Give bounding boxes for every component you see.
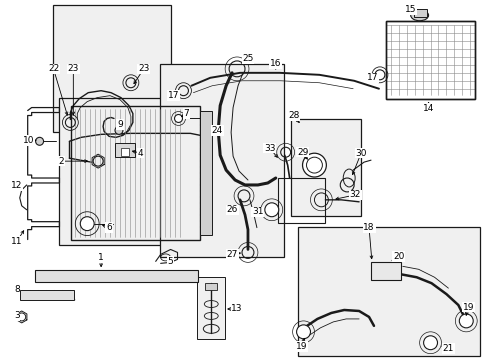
Circle shape (458, 314, 472, 328)
Text: 32: 32 (349, 190, 360, 199)
Text: 14: 14 (422, 104, 433, 113)
Text: 23: 23 (67, 64, 79, 73)
Bar (60, 98, 202, 246)
Text: 30: 30 (355, 149, 366, 158)
Text: 1: 1 (98, 253, 104, 262)
Text: 23: 23 (138, 64, 149, 73)
Bar (385, 21, 474, 99)
Bar (290, 120, 360, 216)
Circle shape (296, 325, 310, 339)
Bar (160, 64, 283, 257)
Text: 17: 17 (366, 73, 378, 82)
Bar (20, 290, 74, 300)
Circle shape (115, 126, 122, 134)
Circle shape (264, 203, 278, 217)
Text: 21: 21 (442, 344, 453, 353)
Bar (277, 178, 325, 223)
Circle shape (36, 137, 43, 145)
Text: 13: 13 (231, 305, 243, 314)
Bar (297, 227, 479, 356)
Text: 28: 28 (287, 111, 299, 120)
Text: 6: 6 (106, 223, 112, 232)
Ellipse shape (410, 10, 427, 21)
Text: 15: 15 (404, 5, 416, 14)
Bar (71, 105, 200, 239)
Text: 11: 11 (11, 237, 22, 246)
Bar (205, 283, 217, 290)
Text: 8: 8 (14, 285, 20, 294)
Text: 25: 25 (242, 54, 253, 63)
Text: 33: 33 (264, 144, 275, 153)
Text: 16: 16 (269, 59, 281, 68)
Bar (413, 9, 426, 17)
Bar (121, 148, 129, 156)
Text: 12: 12 (11, 181, 22, 190)
Text: 4: 4 (138, 149, 143, 158)
Text: 29: 29 (296, 148, 307, 157)
Text: 9: 9 (117, 120, 122, 129)
Circle shape (423, 336, 437, 350)
Text: 22: 22 (48, 64, 59, 73)
Text: 31: 31 (252, 207, 263, 216)
Circle shape (174, 114, 182, 122)
Circle shape (80, 217, 94, 231)
Text: 3: 3 (14, 311, 20, 320)
Circle shape (302, 153, 325, 177)
Text: 7: 7 (183, 109, 189, 118)
Text: 26: 26 (226, 205, 237, 214)
Bar (197, 277, 224, 339)
Bar (53, 5, 170, 132)
Text: 5: 5 (167, 257, 173, 266)
Text: 20: 20 (392, 252, 404, 261)
Circle shape (18, 313, 26, 321)
Text: 19: 19 (295, 342, 306, 351)
Text: 27: 27 (226, 250, 237, 259)
Text: 24: 24 (211, 126, 223, 135)
Bar (385, 21, 474, 99)
Bar (35, 270, 198, 282)
Text: 2: 2 (59, 157, 64, 166)
Text: 10: 10 (23, 136, 34, 145)
Bar (115, 143, 135, 157)
Text: 17: 17 (167, 91, 179, 100)
Bar (370, 262, 400, 280)
Text: 19: 19 (462, 302, 473, 311)
Bar (200, 111, 212, 235)
Text: 18: 18 (363, 223, 374, 232)
